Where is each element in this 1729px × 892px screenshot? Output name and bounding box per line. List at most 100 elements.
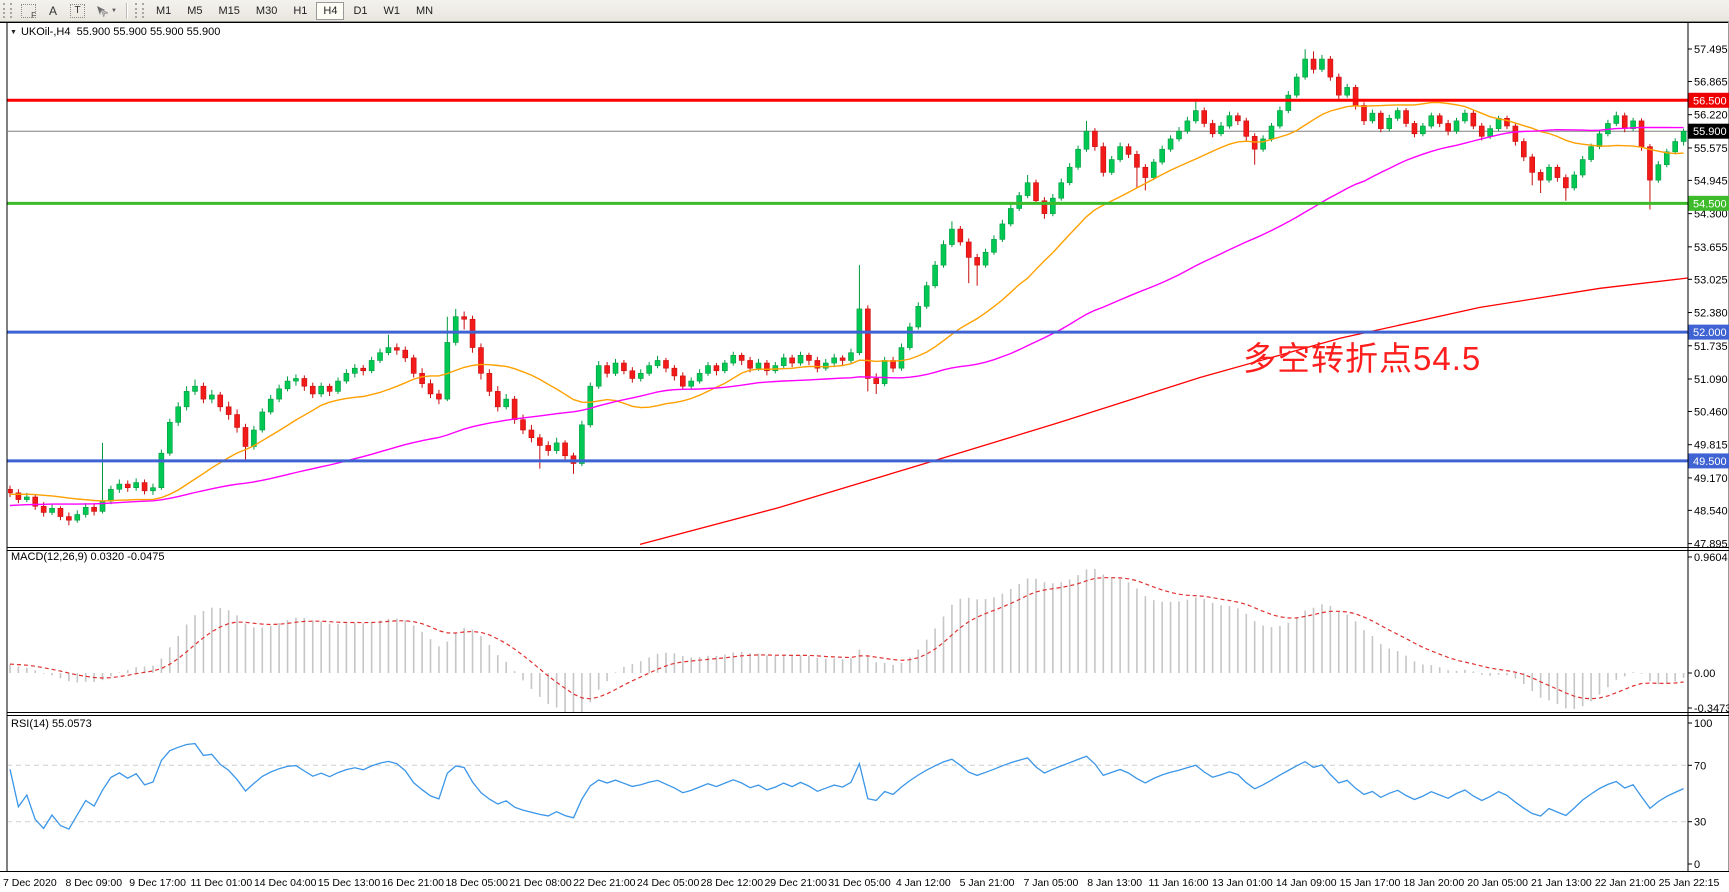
text-box-icon: T (70, 3, 85, 18)
ma-fast-orange-line (10, 101, 1684, 502)
drawing-objects-button[interactable]: ▼ (91, 1, 121, 20)
rsi-tick-label: 0 (1694, 859, 1700, 871)
price-tick-label: 54.945 (1694, 175, 1728, 187)
time-axis-label: 31 Dec 05:00 (828, 877, 891, 889)
timeframe-button-H4[interactable]: H4 (316, 1, 345, 20)
letter-a-icon: A (48, 3, 57, 18)
time-axis-label: 15 Dec 13:00 (318, 877, 381, 889)
time-axis-label: 5 Jan 21:00 (960, 877, 1015, 889)
price-tick-label: 55.575 (1694, 143, 1728, 155)
price-annotation-text: 多空转折点54.5 (1243, 340, 1482, 377)
price-badge-49.500 (1688, 453, 1729, 469)
price-badge-54.500 (1688, 195, 1729, 211)
macd-tick-label: 0.00 (1694, 668, 1715, 680)
time-axis-label: 11 Jan 16:00 (1149, 877, 1209, 889)
price-badge-56.500 (1688, 92, 1729, 108)
time-axis-label: 11 Dec 01:00 (191, 877, 253, 889)
time-axis-label: 28 Dec 12:00 (701, 877, 764, 889)
macd-panel (9, 568, 1685, 712)
timeframe-drag-handle[interactable] (134, 3, 144, 18)
toolbar-drag-handle[interactable] (3, 3, 12, 18)
rsi-tick-label: 30 (1694, 817, 1706, 829)
symbol-label: UKOil-,H4 (20, 26, 71, 38)
price-tick-label: 57.495 (1694, 44, 1728, 56)
time-axis-label: 24 Dec 05:00 (637, 877, 700, 889)
price-badge-52.000 (1688, 324, 1729, 340)
timeframe-button-M1[interactable]: M1 (149, 2, 178, 20)
price-tick-label: 51.090 (1694, 374, 1728, 386)
chart-canvas[interactable]: 57.495 56.865 56.220 55.575 54.945 54.300 53.6… (0, 22, 1729, 892)
time-axis-label: 8 Jan 13:00 (1087, 877, 1142, 889)
price-tick-label: 48.540 (1694, 505, 1728, 517)
macd-tick-label: -0.3473 (1694, 703, 1729, 715)
main-price-panel (8, 49, 1688, 546)
time-axis-label: 21 Dec 08:00 (509, 877, 572, 889)
price-badge-label: 54.500 (1693, 198, 1727, 210)
price-tick-label: 49.815 (1694, 440, 1728, 452)
rsi-line (9, 742, 1684, 830)
chart-grid-button[interactable]: F (17, 1, 40, 20)
ma-long-red-line (639, 277, 1688, 546)
timeframe-button-M5[interactable]: M5 (180, 2, 209, 20)
time-axis-label: 16 Dec 21:00 (382, 877, 445, 889)
ma-slow-magenta-line (9, 126, 1684, 507)
symbol-ohlc-header: ▼ UKOil-,H4 55.900 55.900 55.900 55.900 (10, 26, 220, 38)
price-tick-label: 51.735 (1694, 341, 1728, 353)
time-axis-label: 15 Jan 17:00 (1340, 877, 1401, 889)
price-tick-label: 54.300 (1694, 209, 1728, 221)
price-tick-label: 49.170 (1694, 473, 1728, 485)
time-axis-label: 25 Jan 22:15 (1659, 877, 1720, 889)
text-label-button[interactable]: T (66, 1, 89, 20)
time-axis-label: 18 Dec 05:00 (445, 877, 508, 889)
time-axis-label: 7 Jan 05:00 (1023, 877, 1078, 889)
price-tick-label: 56.220 (1694, 110, 1728, 122)
time-axis-label: 29 Dec 21:00 (764, 877, 827, 889)
time-axis-label: 22 Jan 21:00 (1595, 877, 1656, 889)
rsi-panel (8, 742, 1688, 830)
rsi-tick-label: 100 (1694, 718, 1712, 730)
price-tick-label: 56.865 (1694, 76, 1728, 88)
timeframe-button-M15[interactable]: M15 (212, 2, 247, 20)
macd-tick-label: 0.9604 (1694, 552, 1728, 564)
timeframe-button-D1[interactable]: D1 (346, 2, 374, 20)
price-tick-label: 50.460 (1694, 406, 1728, 418)
ohlc-quotes: 55.900 55.900 55.900 55.900 (76, 26, 221, 38)
toolbar-separator (125, 2, 128, 19)
time-axis-label: 7 Dec 2020 (3, 877, 57, 889)
time-axis-label: 14 Dec 04:00 (254, 877, 317, 889)
time-axis-label: 9 Dec 17:00 (129, 877, 186, 889)
price-axis[interactable]: 57.495 56.865 56.220 55.575 54.945 54.300 53.6… (1688, 44, 1728, 551)
price-tick-label: 53.025 (1694, 274, 1728, 286)
timeframe-group: M1 M5 M15 M30 H1 H4 D1 W1 MN (148, 1, 441, 20)
timeframe-button-M30[interactable]: M30 (249, 2, 284, 20)
collapse-triangle-icon[interactable]: ▼ (10, 29, 17, 36)
objects-arrow-icon (97, 5, 109, 18)
time-axis[interactable]: 7 Dec 2020 8 Dec 09:00 9 Dec 17:00 11 Dec 0… (3, 877, 1720, 889)
main-toolbar: F A T ▼ M1 M5 M15 M30 H1 H4 D1 W1 MN (0, 0, 1729, 22)
price-badge-label: 55.900 (1693, 126, 1727, 138)
time-axis-label: 8 Dec 09:00 (65, 877, 122, 889)
timeframe-button-H1[interactable]: H1 (286, 2, 314, 20)
time-axis-label: 4 Jan 12:00 (896, 877, 951, 889)
price-tick-label: 52.380 (1694, 308, 1728, 320)
font-button[interactable]: A (42, 1, 64, 20)
time-axis-label: 18 Jan 20:00 (1403, 877, 1464, 889)
time-axis-label: 20 Jan 05:00 (1467, 877, 1528, 889)
time-axis-label: 22 Dec 21:00 (573, 877, 636, 889)
price-badge-55.900 (1688, 123, 1729, 139)
grid-f-icon: F (21, 3, 36, 20)
timeframe-button-W1[interactable]: W1 (377, 2, 408, 20)
macd-indicator-label: MACD(12,26,9) 0.0320 -0.0475 (11, 551, 165, 563)
price-tick-label: 53.655 (1694, 242, 1728, 254)
chart-background (0, 22, 1729, 892)
price-badge-label: 56.500 (1693, 95, 1727, 107)
time-axis-label: 21 Jan 13:00 (1531, 877, 1592, 889)
time-axis-label: 14 Jan 09:00 (1276, 877, 1337, 889)
dropdown-caret-icon: ▼ (111, 7, 117, 14)
macd-signal-line (9, 577, 1684, 700)
price-tick-label: 47.895 (1694, 539, 1728, 551)
rsi-tick-label: 70 (1694, 760, 1706, 772)
price-badge-label: 52.000 (1693, 327, 1727, 339)
timeframe-button-MN[interactable]: MN (409, 2, 440, 20)
